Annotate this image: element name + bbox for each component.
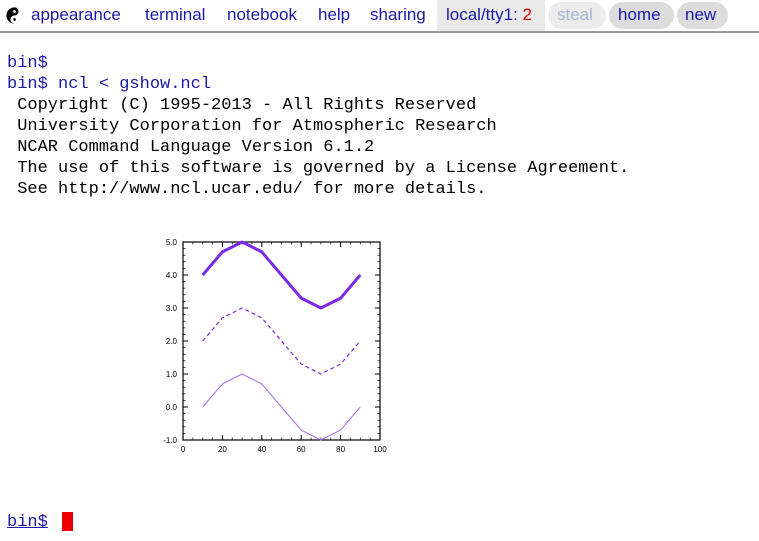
terminal-line: University Corporation for Atmospheric R… <box>7 117 497 136</box>
terminal-line: Copyright (C) 1995-2013 - All Rights Res… <box>7 96 477 115</box>
x-tick-label: 100 <box>373 445 387 454</box>
plot-frame <box>182 241 381 441</box>
terminal-cursor <box>62 512 73 531</box>
yin-yang-icon[interactable] <box>6 7 23 24</box>
y-tick-label: 1.0 <box>166 370 178 379</box>
terminal-line: bin$ ncl < gshow.ncl <box>7 75 212 94</box>
line-chart: 0 20 40 60 80 100 -1.0 0.0 1.0 2.0 3.0 4.0 5.0 <box>163 238 387 454</box>
menu-appearance[interactable]: appearance <box>31 5 121 24</box>
new-button[interactable]: new <box>677 2 728 29</box>
terminal-line: bin$ <box>7 54 48 73</box>
command-prompt[interactable]: bin$ <box>7 513 48 532</box>
terminal-line: See http://www.ncl.ucar.edu/ for more de… <box>7 180 487 199</box>
terminal-line: The use of this software is governed by … <box>7 159 630 178</box>
x-tick-label: 0 <box>181 445 186 454</box>
steal-button[interactable]: steal <box>548 2 606 29</box>
session-label: local/tty1: 2 <box>446 5 533 24</box>
terminal-output[interactable]: bin$ bin$ ncl < gshow.ncl Copyright (C) 1… <box>7 32 629 221</box>
menu-bar: appearance terminal notebook help sharin… <box>0 0 759 33</box>
menu-help[interactable]: help <box>318 5 351 24</box>
menu-sharing[interactable]: sharing <box>370 5 426 24</box>
x-tick-label: 80 <box>336 445 345 454</box>
y-tick-label: 5.0 <box>166 238 178 247</box>
home-button[interactable]: home <box>609 2 674 29</box>
y-tick-label: 3.0 <box>166 304 178 313</box>
terminal-line: NCAR Command Language Version 6.1.2 <box>7 138 375 157</box>
y-tick-label: 2.0 <box>166 337 178 346</box>
session-count: 2 <box>522 5 533 24</box>
series-line-3 <box>202 373 361 441</box>
x-tick-label: 20 <box>218 445 227 454</box>
y-tick-label: -1.0 <box>163 436 177 445</box>
series-line-2 <box>202 307 361 375</box>
series-line-1 <box>201 240 362 310</box>
menu-terminal[interactable]: terminal <box>145 5 206 24</box>
y-tick-label: 0.0 <box>166 403 178 412</box>
y-tick-label: 4.0 <box>166 271 178 280</box>
x-tick-label: 40 <box>257 445 266 454</box>
session-tab[interactable]: local/tty1: 2 <box>437 0 545 31</box>
x-tick-label: 60 <box>297 445 306 454</box>
menu-notebook[interactable]: notebook <box>227 5 297 24</box>
